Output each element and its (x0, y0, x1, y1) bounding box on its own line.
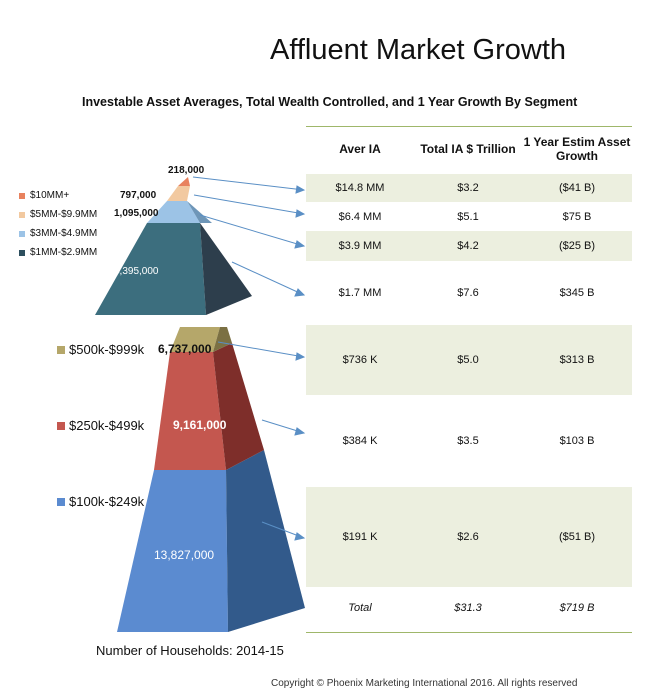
pyramid-top-face-1mm (95, 223, 206, 315)
pyramid-face-500k (170, 327, 220, 352)
pyramid-top-face-10mm (178, 177, 190, 186)
table-cell: $5.1 (457, 210, 479, 223)
legend-item-3mm: $3MM-$4.9MM (19, 228, 97, 239)
arrowhead-icon (294, 288, 306, 297)
legend-label: $1MM-$2.9MM (30, 247, 98, 258)
table-cell: $191 K (306, 487, 414, 587)
table-cell: $14.8 MM (306, 174, 414, 202)
table-cell: $4.2 (414, 231, 522, 261)
arrowhead-icon (294, 427, 306, 436)
connector-arrow (199, 214, 305, 247)
legend-label: $250k-$499k (69, 418, 145, 433)
table-header-row: Aver IA Total IA $ Trillion 1 Year Estim… (306, 126, 632, 174)
household-count-3mm: 1,095,000 (114, 208, 159, 219)
chart-subtitle: Investable Asset Averages, Total Wealth … (82, 95, 578, 109)
connector-arrow (192, 176, 305, 191)
table-cell: $313 B (522, 325, 632, 395)
legend-swatch (57, 421, 65, 430)
table-cell: Total (348, 602, 372, 614)
pyramid-top-face-5mm (167, 186, 190, 201)
table-cell: ($41 B) (522, 174, 632, 202)
legend-item-250k: $250k-$499k (57, 418, 144, 433)
header-total-ia: Total IA $ Trillion (420, 142, 516, 157)
connector-arrow (231, 261, 305, 296)
table-cell: ($25 B) (522, 231, 632, 261)
legend-label: $10MM+ (30, 190, 70, 201)
legend-label: $3MM-$4.9MM (30, 228, 98, 239)
pyramid-face-100k (117, 470, 228, 632)
header-growth: 1 Year Estim Asset Growth (523, 135, 631, 163)
copyright-notice: Copyright © Phoenix Marketing Internatio… (271, 678, 578, 689)
legend-item-10mm: $10MM+ (19, 190, 69, 201)
connector-arrow (193, 194, 305, 215)
household-count-500k: 6,737,000 (158, 342, 212, 356)
legend-item-5mm: $5MM-$9.9MM (19, 209, 97, 220)
table-total-row: Total $31.3 $719 B (306, 587, 632, 629)
table-row: $14.8 MM $3.2 ($41 B) (306, 174, 632, 202)
arrowhead-icon (295, 352, 306, 361)
table-row: $6.4 MM $5.1 $75 B (306, 202, 632, 231)
legend-swatch (57, 497, 65, 506)
household-count-100k: 13,827,000 (154, 548, 215, 562)
households-caption: Number of Households: 2014-15 (96, 643, 284, 658)
table-cell: $103 B (559, 435, 595, 447)
arrowhead-icon (295, 185, 306, 194)
table-row: $3.9 MM $4.2 ($25 B) (306, 231, 632, 261)
table-row: $736 K $5.0 $313 B (306, 325, 632, 395)
table-row: $384 K $3.5 $103 B (306, 395, 632, 487)
household-count-250k: 9,161,000 (173, 418, 227, 432)
table-cell: $1.7 MM (338, 287, 382, 299)
table-cell: $3.2 (414, 174, 522, 202)
pyramid-top-side-1mm (200, 223, 252, 315)
legend-swatch (19, 211, 25, 218)
household-count-5mm: 797,000 (120, 190, 157, 201)
table-cell: $719 B (559, 602, 595, 614)
table-cell: $75 B (562, 210, 592, 223)
legend-swatch (57, 345, 65, 354)
page-title: Affluent Market Growth (270, 34, 567, 66)
connector-arrows (192, 176, 306, 541)
table-bottom-rule (306, 632, 632, 633)
table-cell: $736 K (306, 325, 414, 395)
header-aver-ia: Aver IA (339, 142, 381, 157)
table-cell: $6.4 MM (338, 210, 382, 223)
legend-label: $5MM-$9.9MM (30, 209, 98, 220)
pyramid-side-500k (213, 327, 232, 352)
arrowhead-icon (295, 209, 306, 218)
table-cell: $31.3 (454, 602, 482, 614)
pyramid-top-face-3mm (147, 201, 200, 223)
table-cell: $5.0 (414, 325, 522, 395)
legend-swatch (19, 230, 25, 237)
table-cell: $345 B (559, 287, 595, 299)
table-cell: $2.6 (414, 487, 522, 587)
table-cell: $7.6 (457, 287, 479, 299)
legend-swatch (19, 249, 25, 256)
table-row: $191 K $2.6 ($51 B) (306, 487, 632, 587)
table-cell: $3.9 MM (306, 231, 414, 261)
connector-arrow (217, 341, 305, 358)
segment-table: Aver IA Total IA $ Trillion 1 Year Estim… (306, 126, 632, 629)
table-cell: ($51 B) (522, 487, 632, 587)
arrowhead-icon (294, 532, 306, 541)
pyramid-top-side-3mm (187, 201, 212, 223)
table-row: $1.7 MM $7.6 $345 B (306, 261, 632, 325)
legend-label: $500k-$999k (69, 342, 145, 357)
legend-item-100k: $100k-$249k (57, 494, 144, 509)
legend-item-500k: $500k-$999k (57, 342, 144, 357)
pyramid-side-250k (213, 343, 264, 470)
arrowhead-icon (294, 240, 306, 249)
household-count-1mm: 4,395,000 (114, 266, 159, 277)
pyramid-side-100k (226, 450, 305, 632)
household-count-10mm: 218,000 (168, 165, 205, 176)
table-cell: $384 K (342, 435, 378, 447)
table-top-rule (306, 126, 632, 127)
table-cell: $3.5 (457, 435, 479, 447)
legend-label: $100k-$249k (69, 494, 145, 509)
pyramid-face-250k (154, 352, 226, 470)
legend-item-1mm: $1MM-$2.9MM (19, 247, 97, 258)
legend-swatch (19, 192, 25, 199)
